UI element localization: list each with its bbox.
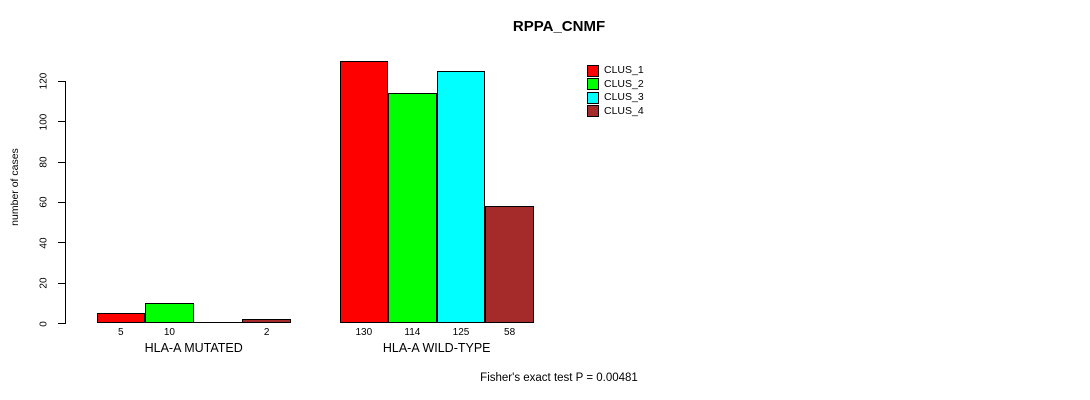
y-tick-label: 20 xyxy=(38,277,50,289)
y-tick-label: 80 xyxy=(38,156,50,168)
chart-title: RPPA_CNMF xyxy=(512,18,606,35)
bar-value-label: 125 xyxy=(452,327,470,338)
y-tick-label: 100 xyxy=(38,113,50,131)
y-tick xyxy=(58,80,65,82)
fisher-test-annotation: Fisher's exact test P = 0.00481 xyxy=(480,372,638,384)
legend-item-clus_2: CLUS_2 xyxy=(587,78,644,92)
bar-value-label: 5 xyxy=(118,327,124,338)
legend-swatch-icon xyxy=(587,78,599,91)
legend-swatch-icon xyxy=(587,91,599,104)
legend-item-clus_3: CLUS_3 xyxy=(587,91,644,105)
bar-clus_2-mutated xyxy=(145,302,194,323)
legend-item-clus_1: CLUS_1 xyxy=(587,64,644,78)
y-tick xyxy=(58,201,65,203)
group-label-mutated: HLA-A MUTATED xyxy=(144,341,243,355)
group-label-wild-type: HLA-A WILD-TYPE xyxy=(382,341,491,355)
bar-clus_1-wild-type xyxy=(339,60,389,323)
y-tick xyxy=(58,121,65,123)
bar-value-label: 2 xyxy=(263,327,270,338)
y-axis-line xyxy=(65,80,66,324)
y-axis-label: number of cases xyxy=(9,148,21,226)
bar-clus_4-mutated xyxy=(242,318,291,323)
y-tick xyxy=(58,242,65,244)
bar-clus_1-mutated xyxy=(96,312,146,323)
legend-label: CLUS_1 xyxy=(604,64,644,76)
legend: CLUS_1 CLUS_2 CLUS_3 CLUS_4 xyxy=(587,64,644,118)
bar-clus_3-wild-type xyxy=(436,70,486,323)
y-tick-label: 40 xyxy=(38,237,50,249)
bar-clus_4-wild-type xyxy=(485,206,534,323)
y-tick xyxy=(58,282,65,284)
y-tick xyxy=(58,323,65,324)
legend-label: CLUS_4 xyxy=(604,104,644,117)
bar-value-label: 10 xyxy=(163,327,175,338)
legend-swatch-icon xyxy=(587,64,599,77)
legend-swatch-icon xyxy=(587,105,599,118)
bar-value-label: 130 xyxy=(355,327,373,338)
y-tick-label: 60 xyxy=(38,196,50,209)
bar-value-label: 58 xyxy=(504,327,516,338)
y-tick-label: 0 xyxy=(38,320,50,327)
bar-zero-clus_3 xyxy=(193,322,243,323)
y-tick-label: 120 xyxy=(38,73,50,90)
bar-value-label: 114 xyxy=(404,327,421,338)
y-tick xyxy=(58,161,65,163)
bar-clus_2-wild-type xyxy=(388,93,437,323)
legend-label: CLUS_2 xyxy=(604,77,644,90)
legend-item-clus_4: CLUS_4 xyxy=(587,105,644,119)
legend-label: CLUS_3 xyxy=(604,91,644,103)
